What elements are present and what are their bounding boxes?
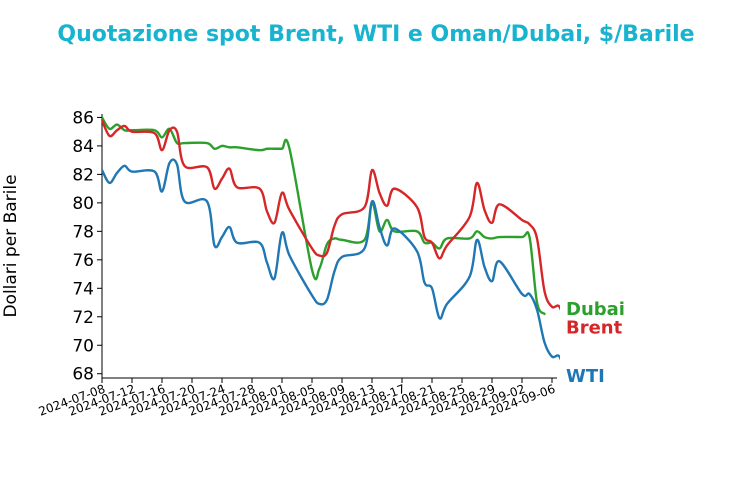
series-line-brent bbox=[102, 119, 560, 311]
series-line-dubai bbox=[102, 116, 546, 316]
axes: 687072747678808284862024-07-082024-07-12… bbox=[37, 108, 557, 418]
y-tick-label: 82 bbox=[72, 165, 94, 185]
y-tick-label: 74 bbox=[72, 279, 94, 299]
series-layer bbox=[102, 116, 560, 361]
y-axis-label-group: Dollari per Barile bbox=[1, 174, 21, 317]
y-tick-label: 84 bbox=[72, 137, 94, 157]
y-tick-label: 78 bbox=[72, 222, 94, 242]
chart-title: Quotazione spot Brent, WTI e Oman/Dubai,… bbox=[57, 22, 695, 47]
y-tick-label: 80 bbox=[72, 194, 94, 214]
series-end-label-wti: WTI bbox=[566, 366, 605, 387]
y-tick-label: 70 bbox=[72, 336, 94, 356]
y-tick-label: 68 bbox=[72, 365, 94, 385]
y-tick-label: 72 bbox=[72, 308, 94, 328]
y-axis-label: Dollari per Barile bbox=[1, 174, 21, 317]
series-end-label-dubai: Dubai bbox=[566, 299, 625, 320]
series-end-label-brent: Brent bbox=[566, 318, 623, 339]
series-line-wti bbox=[102, 158, 560, 361]
y-tick-label: 86 bbox=[72, 108, 94, 128]
y-tick-label: 76 bbox=[72, 251, 94, 271]
